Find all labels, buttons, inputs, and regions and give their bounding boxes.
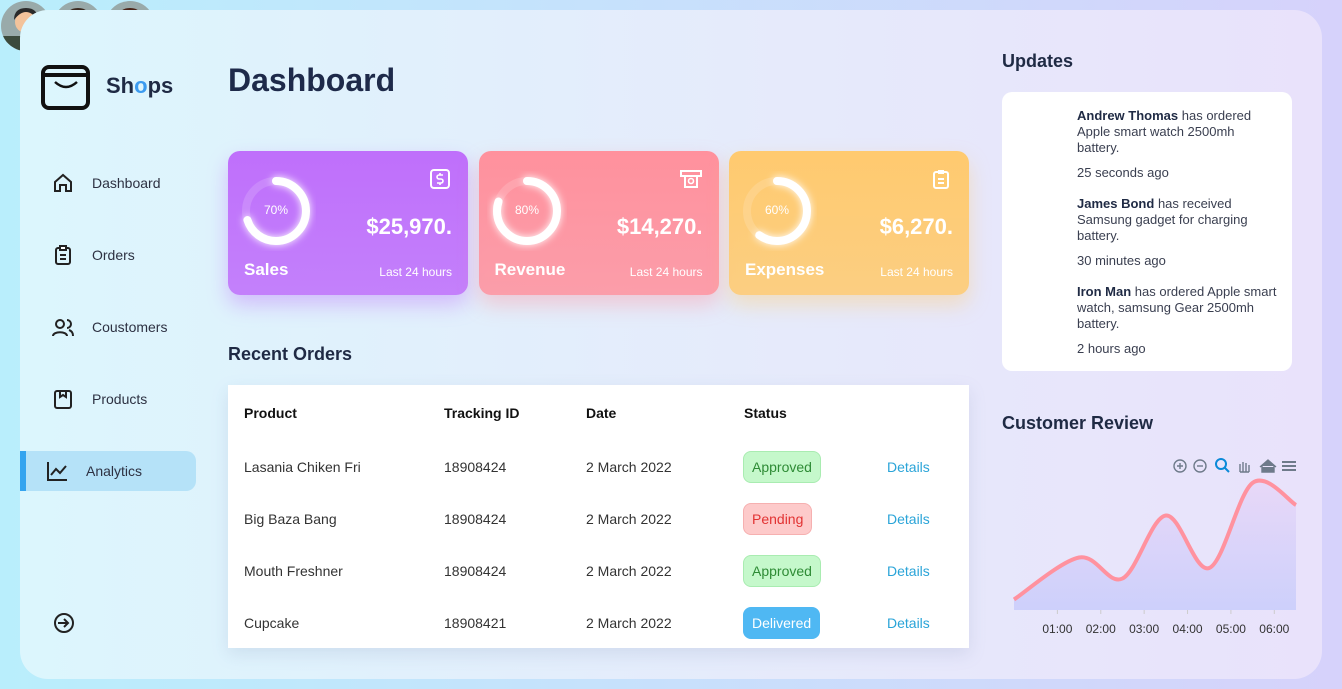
nav-label: Orders — [92, 247, 135, 263]
section-title: Customer Review — [1002, 413, 1154, 433]
nav-label: Dashboard — [92, 175, 161, 191]
progress-ring: 60% — [743, 177, 811, 245]
update-time: 30 minutes ago — [1077, 253, 1166, 268]
column-header: Tracking ID — [444, 405, 520, 421]
x-tick-label: 03:00 — [1129, 622, 1159, 636]
table-cell: Lasania Chiken Fri — [244, 459, 361, 475]
progress-ring: 70% — [242, 177, 310, 245]
table-cell: 2 March 2022 — [586, 563, 672, 579]
card-period: Last 24 hours — [880, 265, 953, 279]
table-cell: Cupcake — [244, 615, 300, 631]
nav-icon — [54, 173, 72, 192]
card-title: Revenue — [494, 260, 566, 279]
ring-value — [492, 177, 561, 245]
x-tick-label: 05:00 — [1216, 622, 1246, 636]
table-cell: 2 March 2022 — [586, 459, 672, 475]
table-cell: 18908424 — [444, 459, 507, 475]
nav-label: Coustomers — [92, 319, 168, 335]
card-icon — [679, 170, 702, 188]
nav-item[interactable]: Orders — [20, 235, 196, 275]
progress-ring: 80% — [492, 177, 561, 245]
section-title: Recent Orders — [228, 344, 353, 364]
nav-icon — [52, 319, 74, 337]
brand: Shops — [106, 73, 173, 99]
nav-icon — [55, 245, 71, 265]
ring-value — [242, 177, 310, 245]
card-period: Last 24 hours — [629, 265, 703, 279]
update-time: 2 hours ago — [1077, 341, 1146, 356]
update-body: has received Samsung gadget for charging… — [1077, 196, 1248, 243]
card-amount: $25,970. — [366, 214, 452, 239]
card-title: Sales — [244, 260, 289, 279]
card-icon — [933, 170, 949, 189]
column-header: Status — [744, 405, 787, 421]
update-name: James Bond — [1077, 196, 1155, 211]
orders-table — [228, 385, 969, 648]
nav-item[interactable]: Analytics — [20, 451, 196, 491]
ring-label: 70% — [264, 203, 288, 217]
x-tick-label: 04:00 — [1173, 622, 1203, 636]
ring-label: 60% — [765, 203, 789, 217]
card-amount: $6,270. — [879, 214, 953, 239]
update-body: has ordered Apple smart watch 2500mh bat… — [1077, 108, 1252, 155]
updates-panel — [1002, 92, 1292, 371]
table-cell: 2 March 2022 — [586, 615, 672, 631]
nav-label: Products — [92, 391, 148, 407]
chart-toolbar[interactable] — [1170, 456, 1300, 476]
card-amount: $14,270. — [616, 214, 703, 239]
nav-icon — [54, 390, 72, 409]
status-badge: Approved — [743, 451, 821, 483]
update-name: Iron Man — [1077, 284, 1132, 299]
brand-part: ps — [147, 73, 174, 98]
table-cell: 18908421 — [444, 615, 507, 631]
review-chart: 01:00 02:00 03:00 04:00 05:00 06:00 — [1012, 478, 1298, 636]
page-title: Dashboard — [228, 62, 396, 98]
nav-item[interactable]: Products — [20, 379, 196, 419]
x-tick-label: 06:00 — [1259, 622, 1289, 636]
brand-part: Sh — [106, 73, 135, 98]
stat-card[interactable]: 80% $14,270. Revenue Last 24 hours — [478, 151, 719, 295]
table-cell: Big Baza Bang — [244, 511, 337, 527]
update-text: James Bond has received Samsung gadget f… — [1077, 196, 1277, 244]
area — [1014, 480, 1296, 610]
table-cell: Mouth Freshner — [244, 563, 343, 579]
status-badge: Approved — [743, 555, 821, 587]
ring-label: 80% — [514, 203, 538, 217]
logo-icon — [41, 65, 90, 110]
status-badge: Pending — [743, 503, 813, 535]
details-link[interactable]: Details — [887, 615, 930, 631]
x-tick-label: 01:00 — [1042, 622, 1072, 636]
brand-part: o — [134, 73, 148, 98]
details-link[interactable]: Details — [887, 511, 930, 527]
line — [1012, 478, 1298, 602]
details-link[interactable]: Details — [887, 563, 930, 579]
logout-icon[interactable] — [52, 611, 76, 635]
stat-card[interactable]: 70% $25,970. Sales Last 24 hours — [228, 151, 468, 295]
update-text: Andrew Thomas has ordered Apple smart wa… — [1077, 108, 1277, 156]
table-cell: 2 March 2022 — [586, 511, 672, 527]
nav-item[interactable]: Coustomers — [20, 307, 196, 347]
nav-label: Analytics — [86, 463, 143, 479]
stat-card[interactable]: 60% $6,270. Expenses Last 24 hours — [729, 151, 969, 295]
update-body: has ordered Apple smart watch, samsung G… — [1077, 284, 1277, 331]
status-badge: Delivered — [743, 607, 821, 639]
table-cell: 18908424 — [444, 511, 507, 527]
card-icon — [430, 169, 450, 189]
update-time: 25 seconds ago — [1077, 165, 1169, 180]
details-link[interactable]: Details — [887, 459, 930, 475]
card-title: Expenses — [745, 260, 825, 279]
section-title: Updates — [1002, 51, 1074, 71]
nav-icon — [47, 462, 67, 481]
x-tick-label: 02:00 — [1086, 622, 1116, 636]
update-name: Andrew Thomas — [1077, 108, 1179, 123]
table-cell: 18908424 — [444, 563, 507, 579]
column-header: Product — [244, 405, 297, 421]
ring-value — [743, 177, 811, 245]
nav-item[interactable]: Dashboard — [20, 163, 196, 203]
card-period: Last 24 hours — [379, 265, 452, 279]
update-text: Iron Man has ordered Apple smart watch, … — [1077, 284, 1277, 332]
column-header: Date — [586, 405, 617, 421]
